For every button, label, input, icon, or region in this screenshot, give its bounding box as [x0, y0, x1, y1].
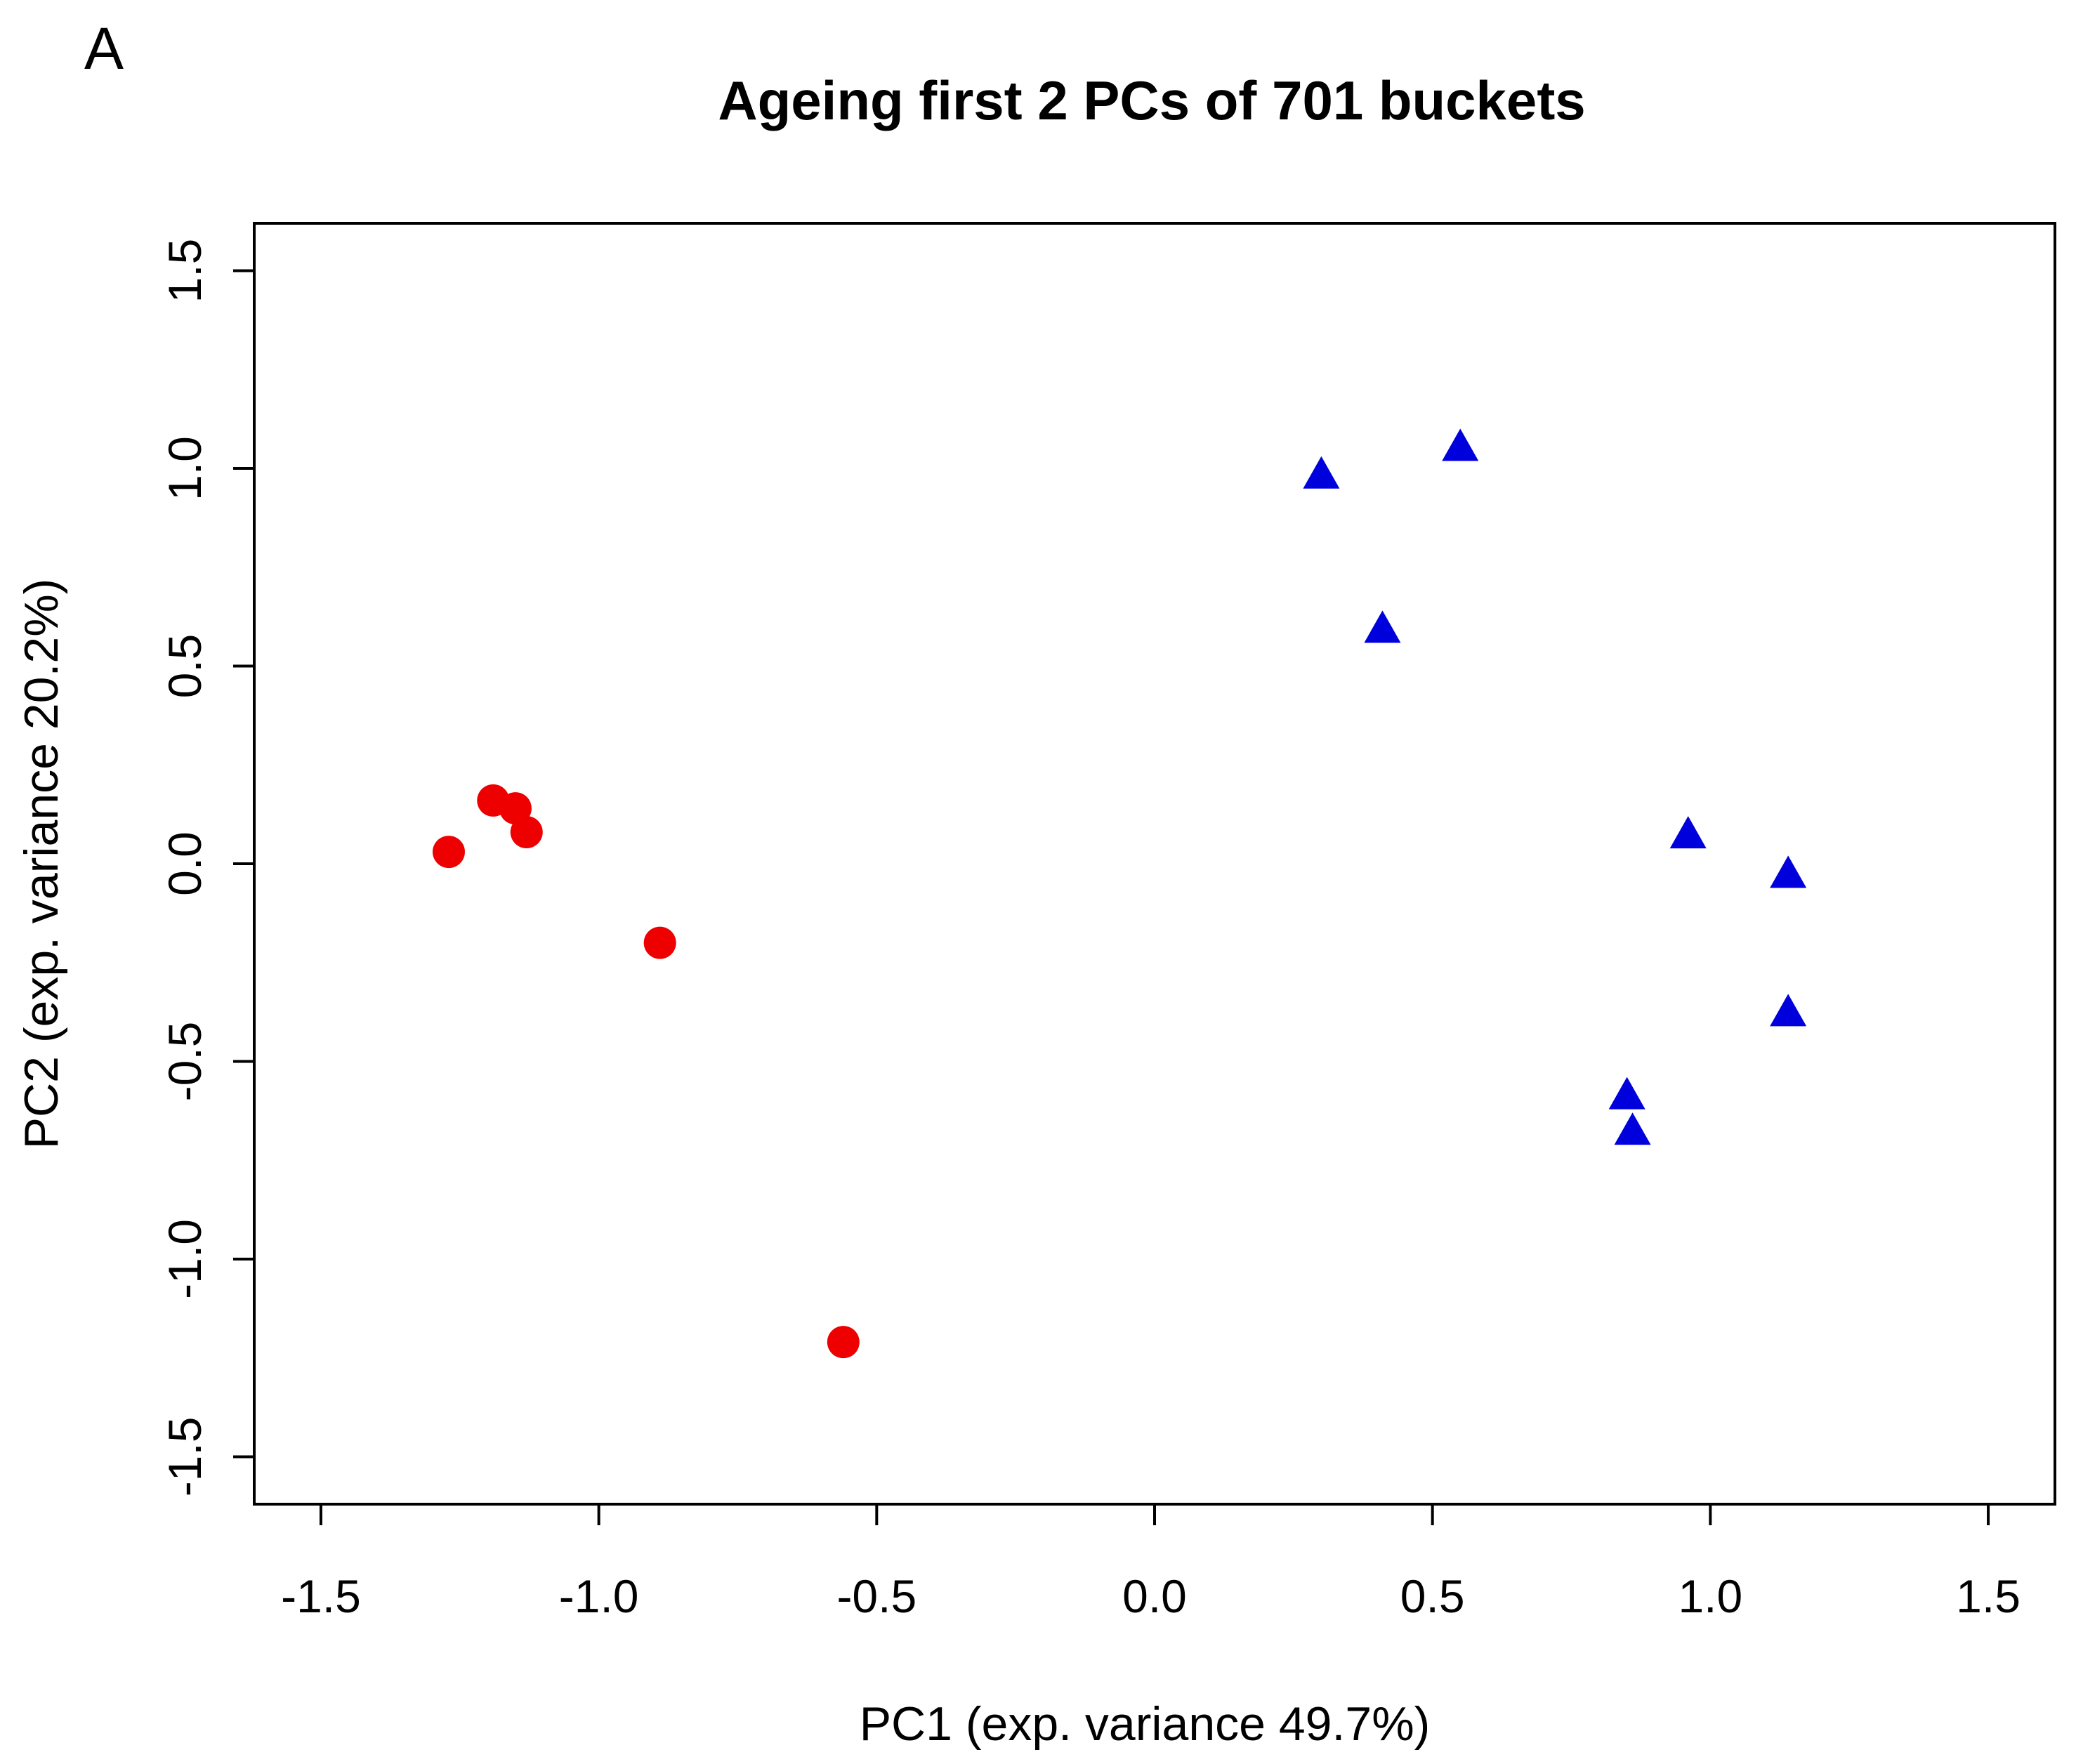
x-tick-label: 0.0 — [1122, 1570, 1187, 1622]
group-2-point — [1614, 1112, 1651, 1145]
chart-title: Ageing first 2 PCs of 701 buckets — [718, 70, 1585, 131]
group-2-point — [1770, 994, 1807, 1027]
group-1-point — [510, 815, 543, 848]
y-tick-label: -1.0 — [159, 1219, 211, 1299]
y-tick-label: 0.0 — [159, 831, 211, 896]
y-tick-label: -0.5 — [159, 1022, 211, 1102]
x-tick-label: 1.5 — [1956, 1570, 2021, 1622]
y-tick-label: -1.5 — [159, 1417, 211, 1497]
y-axis: -1.5 -1.0 -0.5 0.0 0.5 1.0 1.5 — [159, 239, 256, 1497]
group-2-point — [1669, 816, 1707, 849]
y-tick-label: 0.5 — [159, 634, 211, 699]
group-2-point — [1364, 610, 1401, 643]
x-axis: -1.5 -1.0 -0.5 0.0 0.5 1.0 1.5 — [281, 1503, 2021, 1622]
data-points — [432, 428, 1807, 1359]
group-2-point — [1770, 855, 1807, 888]
x-tick-label: 1.0 — [1678, 1570, 1742, 1622]
group-2-point — [1442, 428, 1479, 461]
x-tick-label: -0.5 — [836, 1570, 917, 1622]
y-tick-label: 1.0 — [159, 436, 211, 501]
group-1-point — [643, 926, 676, 959]
x-tick-label: -1.5 — [281, 1570, 361, 1622]
group-2-point — [1303, 456, 1340, 489]
group-2-point — [1608, 1077, 1645, 1110]
x-axis-label: PC1 (exp. variance 49.7%) — [860, 1697, 1431, 1751]
group-1-point — [432, 836, 465, 869]
y-axis-label: PC2 (exp. variance 20.2%) — [15, 579, 68, 1150]
group-1-point — [827, 1326, 860, 1359]
x-tick-label: 0.5 — [1400, 1570, 1465, 1622]
panel-label: A — [84, 15, 124, 81]
y-tick-label: 1.5 — [159, 239, 211, 303]
x-tick-label: -1.0 — [559, 1570, 639, 1622]
